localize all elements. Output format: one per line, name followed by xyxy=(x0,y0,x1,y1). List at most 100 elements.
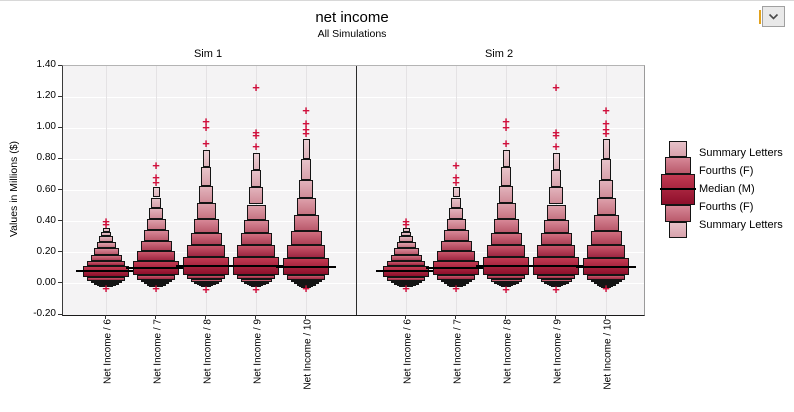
letter-value-box xyxy=(399,236,413,242)
letter-value-box xyxy=(240,232,272,245)
x-category-label: Net Income / 8 xyxy=(502,319,514,385)
letter-value-box xyxy=(193,218,219,233)
letter-value-box xyxy=(237,244,275,258)
median-line xyxy=(426,267,486,270)
legend-label: Fourths (F) xyxy=(699,165,754,177)
y-tick-mark xyxy=(58,189,62,190)
letter-value-box xyxy=(451,197,461,208)
legend-median-line xyxy=(660,188,696,190)
x-category-label: Net Income / 10 xyxy=(602,319,614,390)
letter-value-box xyxy=(190,232,222,245)
letter-value-box xyxy=(251,170,261,188)
x-category-label: Net Income / 8 xyxy=(202,319,214,385)
letter-value-box xyxy=(393,248,419,256)
letter-value-box xyxy=(90,280,122,284)
letter-value-box xyxy=(501,285,511,288)
letter-value-box xyxy=(290,230,322,245)
chart-subtitle: All Simulations xyxy=(317,28,387,40)
y-tick-label: 1.40 xyxy=(36,59,56,70)
letter-value-box xyxy=(193,281,219,284)
chart-options-dropdown-button[interactable] xyxy=(762,6,785,27)
letter-value-box xyxy=(449,285,463,288)
vertical-gridline xyxy=(405,66,407,315)
median-line xyxy=(276,265,336,268)
y-tick-mark xyxy=(58,220,62,222)
letter-value-box xyxy=(293,215,319,231)
letter-value-box xyxy=(593,215,619,231)
horizontal-gridline xyxy=(63,96,644,98)
y-tick-mark xyxy=(58,95,62,97)
x-tick-mark xyxy=(505,315,506,319)
x-category-label: Net Income / 9 xyxy=(252,319,264,385)
legend-label: Summary Letters xyxy=(699,147,783,159)
y-tick-mark xyxy=(58,313,62,315)
letter-value-box xyxy=(99,236,113,242)
letter-value-box xyxy=(490,279,522,282)
y-tick-mark xyxy=(58,126,62,128)
chevron-down-icon xyxy=(768,13,779,21)
letter-value-box xyxy=(202,150,210,168)
letter-value-box xyxy=(390,280,422,284)
horizontal-gridline xyxy=(63,252,644,254)
letter-value-box xyxy=(396,241,416,249)
x-category-label: Net Income / 10 xyxy=(302,319,314,390)
splitter-indicator xyxy=(759,10,761,24)
letter-value-box xyxy=(540,232,572,245)
horizontal-gridline xyxy=(63,158,644,160)
letter-value-box xyxy=(587,244,625,259)
x-tick-mark xyxy=(255,315,256,319)
legend-label: Fourths (F) xyxy=(699,201,754,213)
y-tick-label: 0.00 xyxy=(36,276,56,288)
x-tick-mark xyxy=(455,315,456,319)
letter-value-box xyxy=(143,230,169,242)
letter-value-box xyxy=(287,244,325,259)
letter-value-box xyxy=(137,275,175,280)
legend-glyph-box xyxy=(665,205,691,222)
vertical-gridline xyxy=(105,66,107,315)
legend-glyph-box xyxy=(669,141,687,157)
letter-value-box xyxy=(490,232,522,245)
letter-value-box xyxy=(240,279,272,282)
letter-value-box xyxy=(287,275,325,280)
letter-value-box xyxy=(87,276,125,281)
letter-value-box xyxy=(296,198,316,216)
horizontal-gridline xyxy=(63,221,644,223)
letter-value-box xyxy=(140,241,172,252)
letter-value-box xyxy=(237,274,275,280)
letter-value-box xyxy=(301,286,311,289)
y-tick-mark xyxy=(58,282,62,284)
letter-value-box xyxy=(143,282,169,285)
letter-value-box xyxy=(549,187,563,205)
letter-value-box xyxy=(87,261,125,266)
letter-value-box xyxy=(552,153,560,171)
x-category-label: Net Income / 7 xyxy=(452,319,464,385)
letter-value-box xyxy=(201,285,211,288)
letter-value-box xyxy=(440,241,472,252)
x-tick-mark xyxy=(305,315,306,319)
letter-value-box xyxy=(590,230,622,245)
letter-value-box xyxy=(299,179,313,199)
letter-value-box xyxy=(452,187,460,198)
letter-value-box xyxy=(449,207,463,219)
letter-value-box xyxy=(543,220,569,233)
x-tick-mark xyxy=(405,315,406,319)
letter-value-box xyxy=(537,274,575,280)
letter-value-box xyxy=(401,231,411,237)
letter-value-box xyxy=(443,282,469,285)
legend-glyph-box xyxy=(669,222,687,238)
letter-value-box xyxy=(387,276,425,281)
letter-value-box xyxy=(152,187,160,198)
horizontal-gridline xyxy=(63,127,644,129)
y-tick-mark xyxy=(58,64,62,66)
horizontal-gridline xyxy=(63,190,644,191)
letter-value-box xyxy=(443,230,469,242)
x-tick-mark xyxy=(555,315,556,319)
legend-glyph-box xyxy=(665,157,691,174)
x-tick-mark xyxy=(205,315,206,319)
x-category-label: Net Income / 7 xyxy=(152,319,164,385)
letter-value-box xyxy=(387,261,425,266)
x-category-label: Net Income / 9 xyxy=(552,319,564,385)
y-tick-label: 0.40 xyxy=(36,214,56,226)
letter-value-box xyxy=(402,227,410,232)
